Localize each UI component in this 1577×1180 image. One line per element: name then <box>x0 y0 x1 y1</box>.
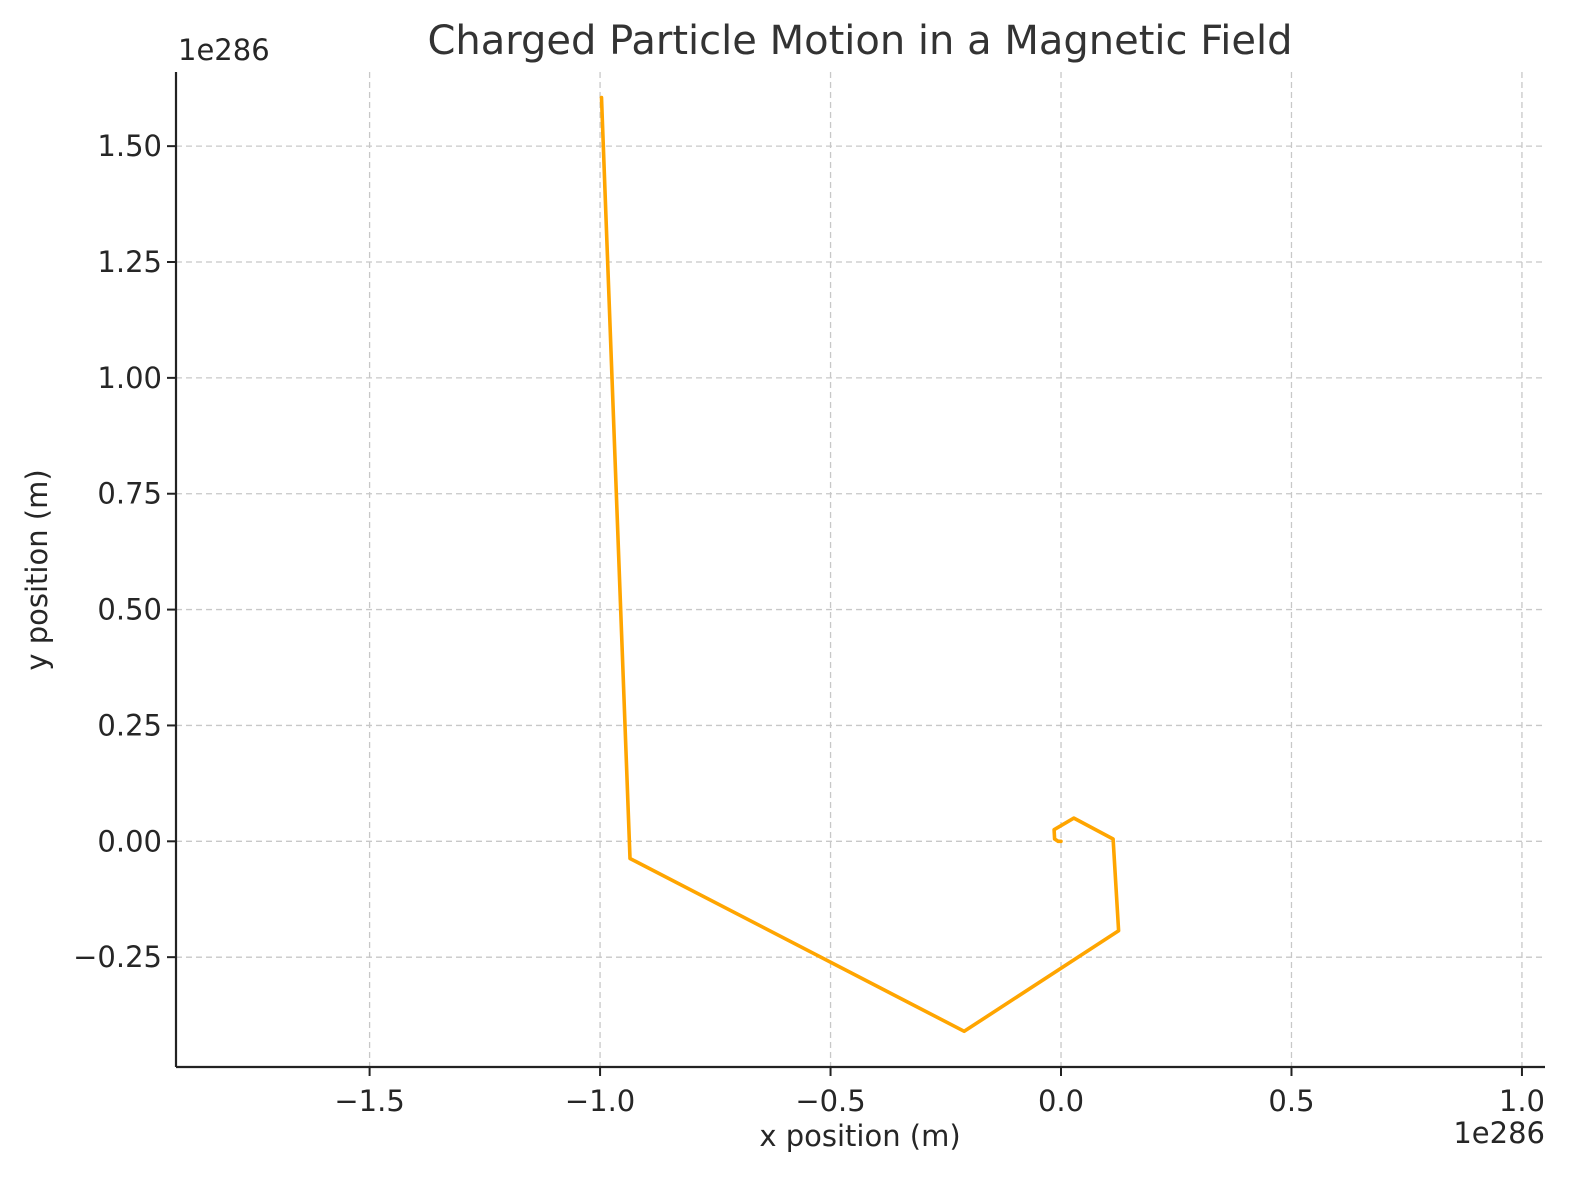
y-tick-label: 0.75 <box>97 477 162 511</box>
y-tick-label: 1.25 <box>97 245 162 279</box>
x-tick-label: 0.0 <box>1038 1084 1084 1118</box>
series-layer <box>599 95 1121 1034</box>
y-axis-offset-label: 1e286 <box>178 33 270 67</box>
axes-spines <box>174 72 1545 1069</box>
y-tick-label: 0.00 <box>97 824 162 858</box>
chart-title: Charged Particle Motion in a Magnetic Fi… <box>427 18 1292 64</box>
x-axis-offset-label: 1e286 <box>1453 1116 1545 1150</box>
y-axis-label: y position (m) <box>20 469 54 670</box>
grid-layer <box>176 72 1545 1067</box>
x-axis-label: x position (m) <box>759 1119 960 1153</box>
y-tick-label: 1.50 <box>97 129 162 163</box>
axis-ticks: −1.5 −1.0 −0.5 0.0 0.5 1.0 −0.25 0.00 0.25 0.50 0.… <box>73 129 1545 1118</box>
series-line-trajectory <box>599 95 1121 1034</box>
y-tick-label: 0.50 <box>97 593 162 627</box>
y-tick-label: 1.00 <box>97 361 162 395</box>
x-tick-label: −1.5 <box>334 1084 404 1118</box>
x-tick-label: 1.0 <box>1499 1084 1545 1118</box>
x-tick-label: −1.0 <box>565 1084 635 1118</box>
y-tick-label: −0.25 <box>73 940 162 974</box>
x-tick-label: −0.5 <box>795 1084 865 1118</box>
y-tick-label: 0.25 <box>97 708 162 742</box>
x-tick-label: 0.5 <box>1268 1084 1314 1118</box>
